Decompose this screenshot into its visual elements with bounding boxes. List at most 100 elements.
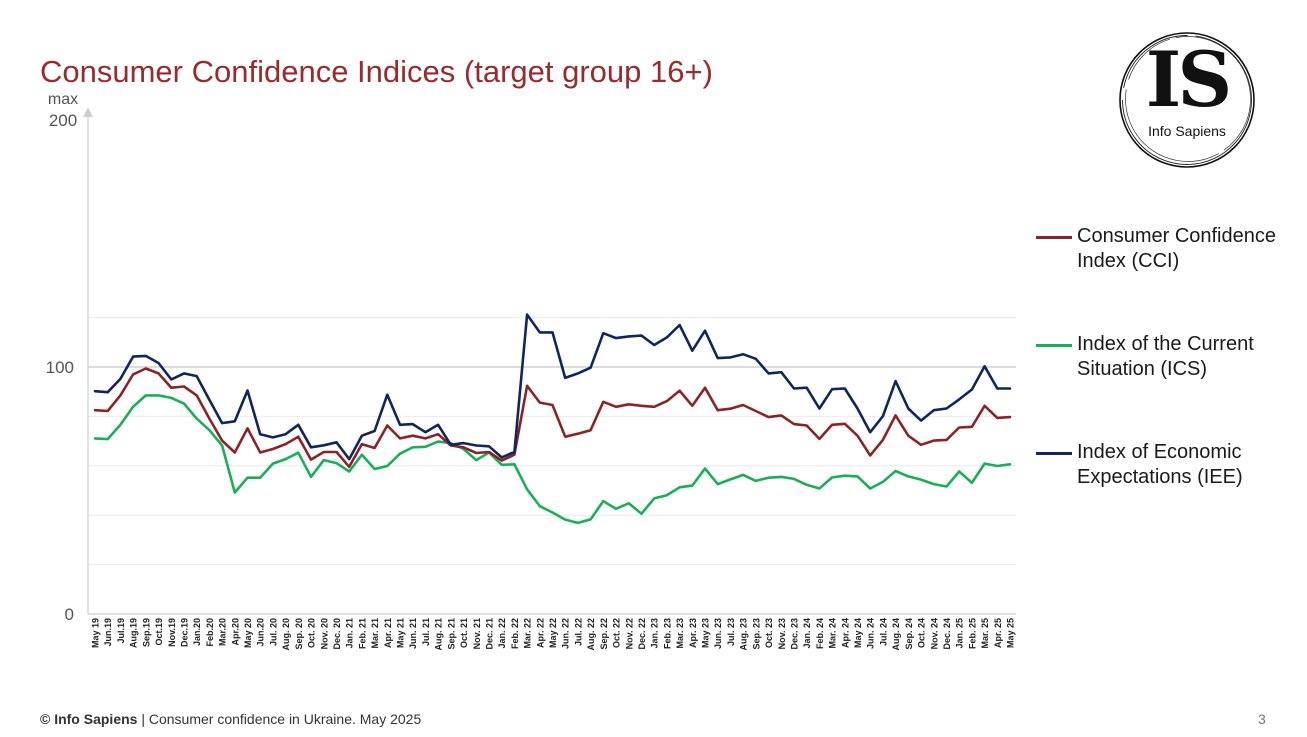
x-tick-label: Apr. 23 xyxy=(688,618,698,648)
y-tick-label: 0 xyxy=(65,605,74,624)
x-tick-label: Sep. 21 xyxy=(446,618,456,650)
x-tick-label: Jul.19 xyxy=(116,618,126,644)
x-tick-label: Feb. 23 xyxy=(662,618,672,649)
x-tick-label: Feb. 24 xyxy=(815,618,825,649)
footer: © Info Sapiens | Consumer confidence in … xyxy=(40,711,421,727)
x-tick-label: Oct. 22 xyxy=(612,618,622,648)
y-tick-prefix: max xyxy=(48,91,78,108)
legend-swatch-cci xyxy=(1036,236,1072,239)
logo-ring-icon xyxy=(1119,32,1255,168)
legend-label-cci: Consumer Confidence Index (CCI) xyxy=(1077,225,1276,272)
y-axis-arrow-icon xyxy=(83,107,93,117)
x-tick-label: Feb. 25 xyxy=(967,618,977,649)
legend-swatch-iee xyxy=(1036,452,1072,455)
chart-series xyxy=(93,313,1012,525)
logo-mark: IS xyxy=(1145,35,1232,124)
y-tick-labels: max 200 100 0 xyxy=(46,91,78,624)
x-tick-label: Sep. 22 xyxy=(599,618,609,650)
y-tick-label: 200 xyxy=(49,111,77,130)
x-tick-label: Feb.20 xyxy=(205,618,215,647)
x-tick-label: Aug.19 xyxy=(129,618,139,648)
legend-label-ics: Index of the Current Situation (ICS) xyxy=(1077,333,1254,380)
x-tick-label: Jun. 22 xyxy=(561,618,571,649)
x-tick-labels: May 19 Jun.19 Jul.19 Aug.19 Sep.19 Oct.19 Nov.… xyxy=(91,618,1016,651)
x-tick-label: Mar. 25 xyxy=(980,618,990,649)
x-tick-label: Oct. 20 xyxy=(307,618,317,648)
x-tick-label: Apr. 24 xyxy=(840,618,850,648)
x-tick-label: Sep. 20 xyxy=(294,618,304,650)
x-tick-label: Jun. 23 xyxy=(713,618,723,649)
x-tick-label: Oct. 24 xyxy=(917,618,927,648)
x-tick-label: Feb. 21 xyxy=(357,618,367,649)
x-tick-label: Nov. 22 xyxy=(624,618,634,649)
x-tick-label: Jan. 24 xyxy=(802,618,812,649)
footer-separator: | xyxy=(137,711,149,727)
x-tick-label: Jun.19 xyxy=(103,618,113,647)
x-tick-label: Aug. 20 xyxy=(281,618,291,651)
chart-axes xyxy=(83,107,1016,615)
page-title: Consumer Confidence Indices (target grou… xyxy=(40,54,713,89)
page-number: 3 xyxy=(1258,711,1266,727)
x-tick-label: Dec.19 xyxy=(179,618,189,647)
x-tick-label: May 23 xyxy=(701,618,711,648)
x-tick-label: May 21 xyxy=(396,618,406,648)
x-tick-label: Oct. 21 xyxy=(459,618,469,648)
x-tick-label: May 19 xyxy=(91,618,101,648)
x-tick-label: Sep.19 xyxy=(141,618,151,647)
x-tick-label: Mar. 23 xyxy=(675,618,685,649)
x-tick-label: Aug. 21 xyxy=(434,618,444,651)
x-tick-label: Nov. 23 xyxy=(777,618,787,649)
x-tick-label: May 25 xyxy=(1006,618,1016,648)
legend-label-iee: Index of Economic Expectations (IEE) xyxy=(1077,441,1243,488)
x-tick-label: May 22 xyxy=(548,618,558,648)
x-tick-label: Dec. 21 xyxy=(484,618,494,650)
x-tick-label: Oct.19 xyxy=(154,618,164,646)
x-tick-label: Apr. 22 xyxy=(535,618,545,648)
x-tick-label: Apr. 25 xyxy=(993,618,1003,648)
x-tick-label: Aug. 22 xyxy=(586,618,596,651)
x-tick-label: Jul. 21 xyxy=(421,618,431,646)
y-tick-label: 100 xyxy=(46,358,74,377)
x-tick-label: Sep. 23 xyxy=(751,618,761,650)
x-tick-label: Jan. 23 xyxy=(650,618,660,649)
x-tick-label: Apr. 21 xyxy=(383,618,393,648)
legend-swatch-ics xyxy=(1036,344,1072,347)
x-tick-label: May 24 xyxy=(853,618,863,648)
x-tick-label: Jan.20 xyxy=(192,618,202,646)
footer-brand: © Info Sapiens xyxy=(40,711,138,727)
x-tick-label: Jul. 23 xyxy=(726,618,736,646)
series-line-cci xyxy=(93,367,1012,469)
x-tick-label: Jul. 20 xyxy=(268,618,278,646)
x-tick-label: Jun. 21 xyxy=(408,618,418,649)
x-tick-label: Oct. 23 xyxy=(764,618,774,648)
x-tick-label: Mar. 21 xyxy=(370,618,380,649)
x-tick-label: Nov. 24 xyxy=(929,618,939,649)
x-tick-label: Nov.19 xyxy=(167,618,177,647)
x-tick-label: Dec. 23 xyxy=(789,618,799,650)
x-tick-label: Jun. 24 xyxy=(866,618,876,649)
x-tick-label: Feb. 22 xyxy=(510,618,520,649)
x-tick-label: Nov. 20 xyxy=(319,618,329,649)
x-tick-label: Dec. 22 xyxy=(637,618,647,650)
x-tick-label: Aug. 24 xyxy=(891,618,901,651)
x-tick-label: Aug. 23 xyxy=(739,618,749,651)
x-tick-label: Mar. 24 xyxy=(828,618,838,649)
logo-name: Info Sapiens xyxy=(1148,123,1226,139)
x-tick-label: Mar. 22 xyxy=(523,618,533,649)
series-line-ics xyxy=(93,394,1012,525)
x-tick-label: Jul. 22 xyxy=(573,618,583,646)
chart-gridlines xyxy=(88,317,1016,566)
x-tick-label: Sep. 24 xyxy=(904,618,914,650)
footer-text: Consumer confidence in Ukraine. May 2025 xyxy=(148,711,422,727)
x-tick-label: Dec. 24 xyxy=(942,618,952,650)
x-tick-label: Dec. 20 xyxy=(332,618,342,650)
x-tick-label: Nov. 21 xyxy=(472,618,482,649)
x-tick-label: Jan. 25 xyxy=(955,618,965,649)
x-tick-label: Jan. 22 xyxy=(497,618,507,649)
info-sapiens-logo: IS Info Sapiens xyxy=(1117,30,1257,170)
series-line-iee xyxy=(93,313,1012,461)
x-tick-label: Jun.20 xyxy=(256,618,266,647)
x-tick-label: Jul. 24 xyxy=(878,618,888,646)
x-tick-label: Jan. 21 xyxy=(345,618,355,649)
